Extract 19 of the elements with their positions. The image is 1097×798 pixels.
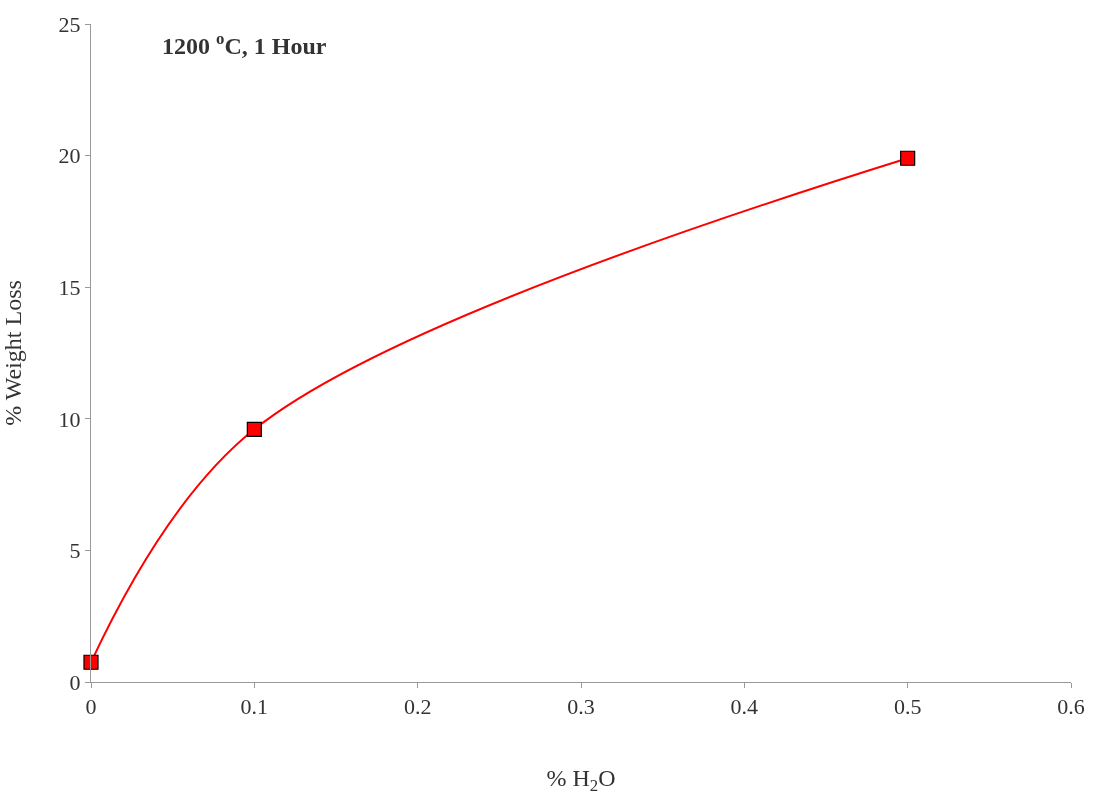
y-tick-label: 5	[69, 538, 81, 564]
y-tick-label: 0	[69, 669, 81, 695]
x-tick-label: 0.4	[730, 694, 759, 720]
y-tick-label: 20	[58, 143, 81, 169]
x-tick-label: 0.6	[1057, 694, 1085, 720]
point	[246, 421, 262, 437]
x-tick-label: 0	[85, 694, 97, 720]
y-tick-label: 15	[58, 274, 81, 300]
annotation: 1200 $^{o}$C, 1 Hour	[162, 29, 327, 60]
x-tick-label: 0.5	[893, 694, 922, 720]
x-tick-label: 0.3	[567, 694, 595, 720]
x-tick-label: 0.2	[403, 694, 432, 720]
y-axis-title: % Weight Loss	[0, 280, 26, 426]
y-tick-label: 10	[58, 406, 81, 432]
x-tick-label: 0.1	[240, 694, 269, 720]
y-tick-label: 25	[58, 11, 81, 37]
x-axis-title: % H$_{2}$O	[546, 764, 616, 795]
point	[83, 654, 99, 670]
point	[900, 150, 916, 166]
